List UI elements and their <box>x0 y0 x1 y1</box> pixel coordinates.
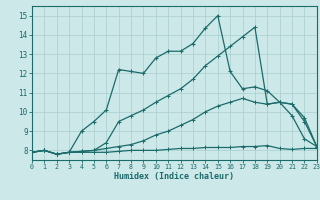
X-axis label: Humidex (Indice chaleur): Humidex (Indice chaleur) <box>115 172 234 181</box>
